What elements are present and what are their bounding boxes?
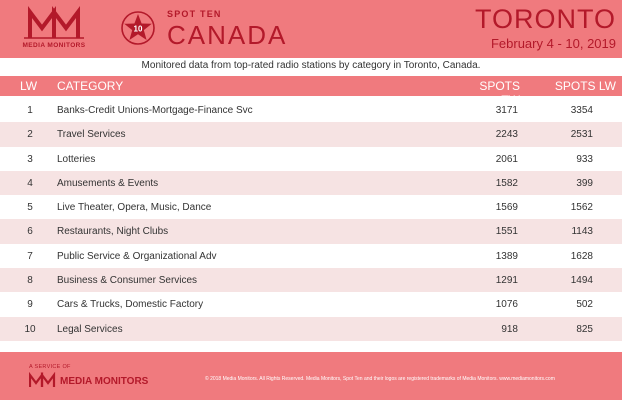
column-header-spots-tw: SPOTS TW [479, 79, 520, 107]
star-badge-icon: 10 [121, 11, 155, 45]
series-label: SPOT TEN [167, 9, 222, 19]
table-row: 3 Lotteries 2061 933 [0, 147, 622, 171]
table-row: 9 Cars & Trucks, Domestic Factory 1076 5… [0, 292, 622, 316]
date-range: February 4 - 10, 2019 [490, 36, 616, 51]
subtitle: Monitored data from top-rated radio stat… [141, 60, 481, 71]
cell-category: Banks-Credit Unions-Mortgage-Finance Svc [57, 105, 253, 116]
cell-lw: 4 [27, 177, 33, 189]
table-row: 8 Business & Consumer Services 1291 1494 [0, 268, 622, 293]
badge-number: 10 [134, 25, 143, 34]
copyright-notice: © 2018 Media Monitors. All Rights Reserv… [205, 376, 555, 382]
cell-category: Cars & Trucks, Domestic Factory [57, 299, 204, 311]
cell-spots-tw: 1389 [495, 250, 518, 262]
logo-text: MEDIA MONITORS [22, 42, 86, 49]
cell-lw: 3 [27, 153, 33, 165]
cell-lw: 9 [27, 299, 33, 311]
column-header-spots-lw: SPOTS LW [554, 79, 616, 93]
cell-lw: 6 [27, 226, 33, 238]
cell-spots-tw: 3171 [495, 105, 518, 116]
cell-lw: 2 [27, 129, 33, 141]
table-header: LW CATEGORY SPOTS TW SPOTS LW [0, 76, 622, 107]
cell-category: Public Service & Organizational Adv [57, 250, 217, 262]
column-header-lw: LW [20, 79, 38, 93]
city-title: TORONTO [474, 4, 616, 34]
cell-spots-tw: 2243 [495, 129, 518, 141]
mm-logo-icon [24, 6, 84, 39]
table-row: 10 Legal Services 918 825 [0, 316, 622, 341]
cell-spots-lw: 933 [576, 153, 593, 165]
footer-mm-logo-icon [29, 372, 56, 387]
table-row: 4 Amusements & Events 1582 399 [0, 170, 622, 196]
cell-category: Travel Services [57, 129, 126, 141]
table-row: 5 Live Theater, Opera, Music, Dance 1569… [0, 195, 622, 219]
cell-category: Live Theater, Opera, Music, Dance [57, 202, 212, 214]
table-row: 1 Banks-Credit Unions-Mortgage-Finance S… [0, 98, 622, 122]
cell-category: Business & Consumer Services [57, 275, 198, 287]
cell-spots-lw: 825 [576, 323, 593, 335]
table-row: 2 Travel Services 2243 2531 [0, 122, 622, 147]
cell-spots-lw: 1494 [570, 275, 593, 287]
cell-category: Restaurants, Night Clubs [57, 226, 169, 238]
cell-lw: 8 [27, 275, 33, 287]
service-of-label: A SERVICE OF [29, 364, 71, 370]
ranking-table: 1 Banks-Credit Unions-Mortgage-Finance S… [0, 98, 622, 341]
cell-category: Lotteries [57, 153, 96, 165]
cell-spots-lw: 2531 [570, 129, 593, 141]
cell-spots-tw: 1551 [495, 226, 518, 238]
cell-lw: 5 [27, 202, 33, 214]
cell-spots-tw: 918 [501, 323, 518, 335]
cell-category: Legal Services [57, 323, 123, 335]
header-banner: MEDIA MONITORS 10 SPOT TEN CANADA TORONT… [0, 0, 622, 58]
footer-brand: MEDIA MONITORS [60, 376, 149, 387]
column-header-category: CATEGORY [57, 79, 124, 93]
cell-lw: 10 [24, 323, 36, 335]
table-row: 7 Public Service & Organizational Adv 13… [0, 244, 622, 268]
cell-spots-tw: 2061 [495, 153, 518, 165]
cell-lw: 1 [27, 105, 33, 116]
cell-lw: 7 [27, 250, 33, 262]
cell-spots-tw: 1582 [495, 177, 518, 189]
cell-spots-lw: 502 [576, 299, 593, 311]
cell-spots-tw: 1569 [495, 202, 518, 214]
footer-banner: A SERVICE OF MEDIA MONITORS © 2018 Media… [0, 352, 622, 400]
cell-spots-tw: 1076 [495, 299, 518, 311]
media-monitors-logo: MEDIA MONITORS [8, 6, 100, 52]
cell-category: Amusements & Events [57, 177, 159, 189]
cell-spots-lw: 399 [576, 177, 593, 189]
cell-spots-lw: 1628 [570, 250, 593, 262]
table-row: 6 Restaurants, Night Clubs 1551 1143 [0, 219, 622, 244]
cell-spots-lw: 3354 [570, 105, 593, 116]
country-title: CANADA [167, 20, 288, 50]
cell-spots-lw: 1562 [570, 202, 593, 214]
cell-spots-lw: 1143 [571, 226, 593, 238]
cell-spots-tw: 1291 [495, 275, 518, 287]
